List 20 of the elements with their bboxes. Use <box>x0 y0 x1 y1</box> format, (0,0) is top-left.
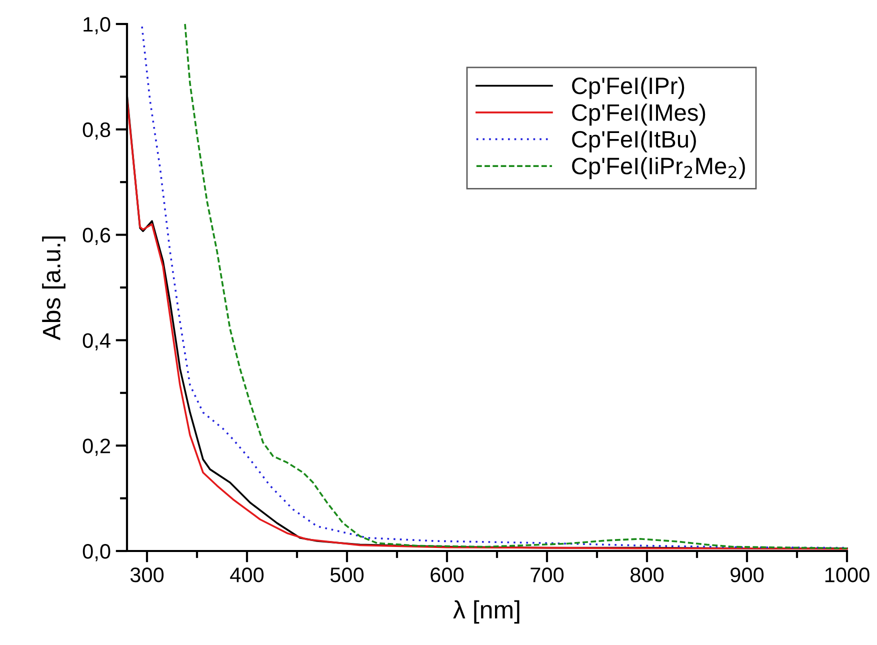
legend-label: Cp'FeI(ItBu) <box>572 130 696 152</box>
x-tick-label: 700 <box>530 568 564 582</box>
x-tick-label: 400 <box>230 568 264 582</box>
legend-label: Cp'FeI(IiPr$_{2}$Me$_{2}$) <box>572 157 745 180</box>
x-axis-title: λ [nm] <box>453 600 520 624</box>
x-tick-label: 300 <box>130 568 164 582</box>
y-tick-label: 0,2 <box>82 438 110 456</box>
y-tick-label: 1,0 <box>84 17 110 34</box>
x-tick-label: 600 <box>430 568 464 582</box>
y-tick-label: 0,0 <box>82 544 110 562</box>
legend-label: Cp'FeI(IPr) <box>572 76 684 99</box>
y-axis-title: Abs [a.u.] <box>42 236 66 340</box>
x-tick-label: 800 <box>630 568 664 582</box>
y-tick-label: 0,4 <box>82 333 110 350</box>
legend-label: Cp'FeI(IMes) <box>572 104 706 126</box>
x-tick-label: 1000 <box>825 568 870 582</box>
x-tick-label: 500 <box>330 568 364 582</box>
y-tick-label: 0,6 <box>82 228 110 246</box>
y-tick-label: 0,8 <box>82 122 110 140</box>
x-tick-label: 900 <box>730 568 764 582</box>
